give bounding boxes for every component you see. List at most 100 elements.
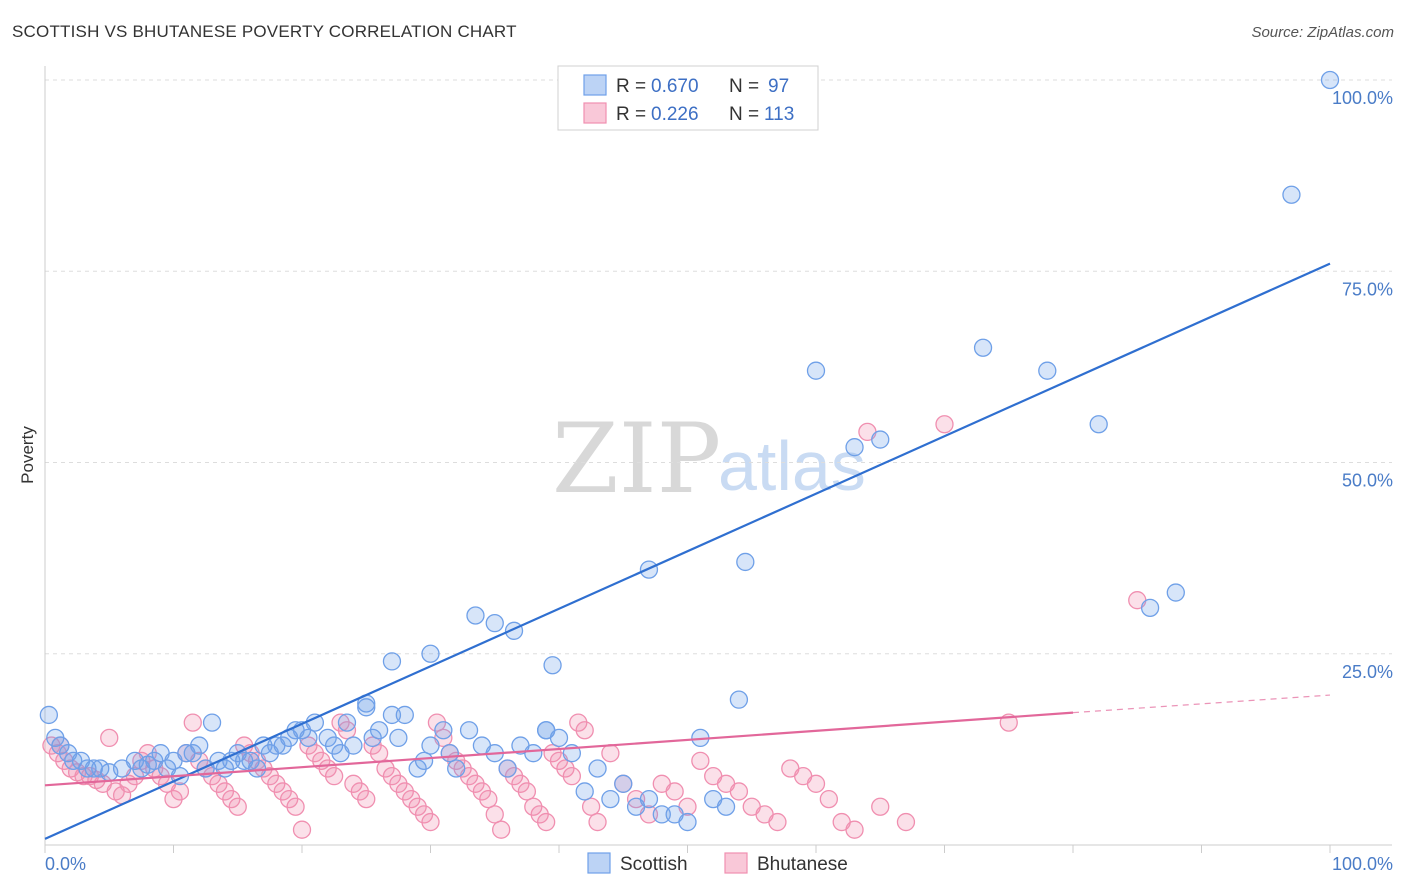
legend-bottom-label-scottish: Scottish [620, 854, 688, 875]
scottish-point [543, 656, 562, 675]
scottish-point [601, 789, 620, 809]
y-tick-label-2: 75.0% [1342, 279, 1393, 299]
scottish-point [485, 614, 504, 633]
bhutanese-point [691, 751, 710, 770]
legend-bottom-swatch-scottish [587, 852, 611, 874]
bhutanese-point [819, 789, 838, 809]
legend-bottom-swatch-bhutanese [724, 852, 748, 874]
y-tick-label-0: 25.0% [1342, 662, 1393, 682]
bhutanese-point [729, 782, 749, 801]
bhutanese-point [517, 782, 537, 801]
scottish-point [440, 744, 459, 763]
chart-title: SCOTTISH VS BHUTANESE POVERTY CORRELATIO… [12, 22, 517, 41]
scottish-point [414, 751, 434, 770]
bhutanese-point [665, 782, 684, 801]
legend-n-label-1: N = [729, 76, 759, 97]
scottish-point [447, 759, 466, 778]
gridlines [45, 79, 1392, 655]
bhutanese-point [896, 812, 916, 832]
legend-n-label-2: N = [729, 104, 759, 125]
scottish-point [382, 652, 402, 671]
watermark-zip: ZIP [552, 403, 721, 515]
y-tick-label-3: 100.0% [1332, 88, 1393, 108]
legend-stats: R = 0.670 N = 97 R = 0.226 N = 113 [557, 65, 819, 131]
scottish-point [434, 721, 453, 740]
bhutanese-point [492, 820, 511, 839]
bhutanese-point [324, 767, 344, 786]
legend-r-value-1: 0.670 [651, 76, 699, 97]
bhutanese-point [485, 805, 504, 824]
bhutanese-point [183, 713, 202, 732]
bhutanese-point [845, 820, 864, 839]
series-bhutanese-points [42, 415, 1147, 839]
scottish-point [1038, 361, 1057, 380]
scottish-point [845, 438, 864, 457]
scottish-point [344, 736, 363, 755]
x-tick-label-1: 100.0% [1332, 854, 1393, 874]
scottish-point [678, 812, 697, 832]
bhutanese-trend-extension [1072, 694, 1331, 714]
scottish-point [639, 789, 659, 809]
bhutanese-point [626, 789, 646, 809]
bhutanese-point [537, 812, 556, 832]
bhutanese-point [806, 774, 826, 793]
bhutanese-point [100, 728, 119, 748]
legend-swatch-scottish [583, 74, 607, 96]
scottish-point [369, 721, 389, 740]
scottish-point [588, 759, 607, 778]
scottish-point [247, 759, 267, 778]
scottish-point [305, 713, 325, 732]
scottish-point [1166, 583, 1185, 602]
bhutanese-point [562, 767, 581, 786]
scottish-point [614, 774, 633, 793]
legend-r-label-1: R = [616, 76, 646, 97]
scottish-trend-line [44, 262, 1331, 840]
bhutanese-trend-line [44, 711, 1074, 787]
scottish-point [537, 721, 556, 740]
scottish-point [421, 736, 440, 755]
bhutanese-point [170, 782, 190, 801]
scottish-point [575, 782, 594, 801]
scottish-point [337, 713, 357, 732]
scottish-point [1282, 185, 1301, 204]
legend-bottom-label-bhutanese: Bhutanese [757, 854, 848, 875]
axes [44, 66, 1392, 853]
scottish-point [299, 728, 318, 748]
scottish-point [64, 751, 83, 770]
scottish-point [1140, 598, 1160, 617]
legend-r-value-2: 0.226 [651, 104, 699, 125]
scottish-point [395, 705, 414, 725]
scottish-point [524, 744, 543, 763]
scottish-point [382, 705, 402, 725]
scottish-point [202, 713, 222, 732]
bhutanese-point [286, 797, 305, 816]
scottish-point [729, 690, 749, 709]
bhutanese-point [337, 721, 357, 740]
bhutanese-point [575, 721, 594, 740]
scottish-point [91, 759, 110, 778]
x-tick-label-0: 0.0% [45, 854, 86, 874]
bhutanese-point [871, 797, 890, 816]
bhutanese-point [421, 812, 440, 832]
scottish-point [459, 721, 479, 740]
scottish-point [389, 728, 408, 748]
legend-r-label-2: R = [616, 104, 646, 125]
bhutanese-point [581, 797, 601, 816]
scottish-point [51, 736, 70, 755]
bhutanese-point [479, 789, 498, 809]
scottish-point [871, 430, 890, 449]
bhutanese-point [601, 744, 620, 763]
bhutanese-point [768, 812, 787, 832]
scottish-point [716, 797, 736, 816]
scottish-point [1320, 70, 1340, 90]
y-axis-label: Poverty [18, 426, 37, 484]
scottish-point [466, 606, 485, 625]
scottish-point [652, 805, 671, 824]
bhutanese-point [357, 789, 376, 809]
legend-swatch-bhutanese [583, 102, 607, 124]
scottish-point [39, 705, 59, 725]
scottish-point [736, 552, 755, 572]
watermark-atlas: atlas [718, 427, 866, 505]
scottish-point [1089, 415, 1108, 434]
